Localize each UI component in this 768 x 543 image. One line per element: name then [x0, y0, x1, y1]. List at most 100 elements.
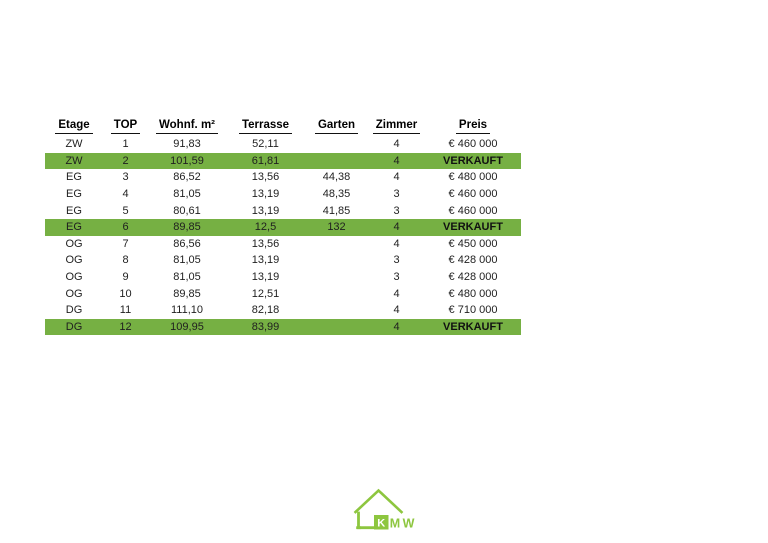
header-cell-preis: Preis: [425, 118, 521, 134]
table-row: OG 9 81,05 13,19 3 € 428 000: [45, 269, 521, 286]
cell-etage: EG: [66, 221, 82, 234]
kmw-logo: K M W: [351, 485, 421, 535]
cell-zimmer: 4: [393, 304, 400, 317]
cell-wohnflaeche: 91,83: [173, 138, 201, 151]
header-preis: Preis: [455, 118, 491, 134]
table-row: DG 11 111,10 82,18 4 € 710 000: [45, 302, 521, 319]
cell-preis: € 710 000: [448, 304, 498, 317]
cell-top: 7: [122, 237, 129, 250]
cell-zimmer: 4: [393, 171, 400, 184]
cell-top: 3: [122, 171, 129, 184]
cell-etage: DG: [65, 304, 83, 317]
cell-zimmer: 4: [393, 320, 400, 333]
cell-wohnflaeche: 81,05: [173, 188, 201, 201]
cell-etage: OG: [65, 254, 83, 267]
cell-terrasse: 12,5: [254, 221, 277, 234]
cell-top: 10: [119, 287, 132, 300]
cell-zimmer: 4: [393, 138, 400, 151]
cell-wohnflaeche: 89,85: [173, 287, 201, 300]
cell-wohnflaeche: 86,52: [173, 171, 201, 184]
cell-etage: ZW: [65, 138, 83, 151]
logo-letter-m: M: [390, 516, 400, 530]
header-cell-garten: Garten: [305, 118, 368, 134]
cell-preis: VERKAUFT: [443, 320, 503, 333]
cell-top: 9: [122, 271, 129, 284]
cell-etage: DG: [65, 320, 83, 333]
cell-zimmer: 3: [393, 271, 400, 284]
table-row: EG 6 89,85 12,5 132 4 VERKAUFT: [45, 218, 521, 236]
cell-preis: € 460 000: [448, 204, 498, 217]
cell-terrasse: 12,51: [251, 287, 280, 300]
cell-wohnflaeche: 86,56: [173, 237, 201, 250]
cell-etage: OG: [65, 237, 83, 250]
table-row: ZW 2 101,59 61,81 4 VERKAUFT: [45, 152, 521, 170]
cell-preis: € 450 000: [448, 237, 498, 250]
cell-preis: VERKAUFT: [443, 154, 503, 167]
cell-garten: 44,38: [322, 171, 351, 184]
cell-top: 2: [122, 154, 129, 167]
cell-terrasse: 13,19: [251, 188, 280, 201]
table-row: EG 3 86,52 13,56 44,38 4 € 480 000: [45, 169, 521, 186]
cell-garten: 41,85: [322, 204, 351, 217]
cell-zimmer: 4: [393, 237, 400, 250]
cell-preis: € 460 000: [448, 138, 498, 151]
table-row: ZW 1 91,83 52,11 4 € 460 000: [45, 136, 521, 153]
cell-terrasse: 13,19: [251, 254, 280, 267]
cell-terrasse: 61,81: [251, 154, 280, 167]
logo-k-box: [374, 515, 389, 530]
cell-top: 12: [119, 320, 132, 333]
table-header-row: Etage TOP Wohnf. m² Terrasse Garten Zimm…: [45, 118, 521, 136]
cell-wohnflaeche: 80,61: [173, 204, 201, 217]
table-row: EG 5 80,61 13,19 41,85 3 € 460 000: [45, 202, 521, 219]
table-row: OG 10 89,85 12,51 4 € 480 000: [45, 285, 521, 302]
cell-top: 6: [122, 221, 129, 234]
cell-preis: € 460 000: [448, 188, 498, 201]
cell-terrasse: 13,19: [251, 204, 280, 217]
house-icon: [353, 488, 404, 530]
header-wohnflaeche: Wohnf. m²: [156, 118, 218, 134]
header-terrasse: Terrasse: [238, 118, 293, 134]
cell-terrasse: 82,18: [251, 304, 280, 317]
logo-letter-k: K: [377, 518, 385, 530]
logo-letter-w: W: [403, 516, 415, 530]
cell-garten: 132: [327, 221, 346, 234]
cell-etage: EG: [66, 204, 82, 217]
cell-top: 1: [122, 138, 129, 151]
cell-wohnflaeche: 111,10: [170, 304, 203, 317]
cell-terrasse: 52,11: [252, 138, 279, 151]
cell-etage: OG: [65, 271, 83, 284]
table-row: OG 7 86,56 13,56 4 € 450 000: [45, 236, 521, 253]
cell-terrasse: 13,56: [251, 237, 280, 250]
cell-terrasse: 13,56: [251, 171, 280, 184]
cell-garten: 48,35: [322, 188, 351, 201]
table-row: OG 8 81,05 13,19 3 € 428 000: [45, 252, 521, 269]
apartment-price-table: Etage TOP Wohnf. m² Terrasse Garten Zimm…: [45, 118, 521, 336]
header-zimmer: Zimmer: [372, 118, 421, 134]
cell-preis: € 428 000: [448, 271, 498, 284]
cell-terrasse: 83,99: [251, 320, 280, 333]
cell-zimmer: 4: [393, 287, 400, 300]
cell-wohnflaeche: 81,05: [173, 254, 201, 267]
cell-etage: EG: [66, 188, 82, 201]
cell-preis: VERKAUFT: [443, 221, 503, 234]
cell-wohnflaeche: 101,59: [170, 154, 204, 167]
table-row: EG 4 81,05 13,19 48,35 3 € 460 000: [45, 186, 521, 203]
header-top: TOP: [110, 118, 141, 134]
cell-zimmer: 3: [393, 204, 400, 217]
header-etage: Etage: [55, 118, 93, 134]
header-cell-zimmer: Zimmer: [368, 118, 425, 134]
cell-etage: ZW: [65, 154, 83, 167]
header-cell-wohnflaeche: Wohnf. m²: [148, 118, 226, 134]
cell-etage: OG: [65, 287, 83, 300]
cell-preis: € 428 000: [448, 254, 498, 267]
header-cell-etage: Etage: [45, 118, 103, 134]
cell-zimmer: 3: [393, 254, 400, 267]
cell-preis: € 480 000: [448, 287, 498, 300]
cell-zimmer: 3: [393, 188, 400, 201]
cell-wohnflaeche: 109,95: [170, 320, 204, 333]
cell-top: 8: [122, 254, 129, 267]
cell-etage: EG: [66, 171, 82, 184]
cell-top: 4: [122, 188, 129, 201]
table-row: DG 12 109,95 83,99 4 VERKAUFT: [45, 318, 521, 336]
